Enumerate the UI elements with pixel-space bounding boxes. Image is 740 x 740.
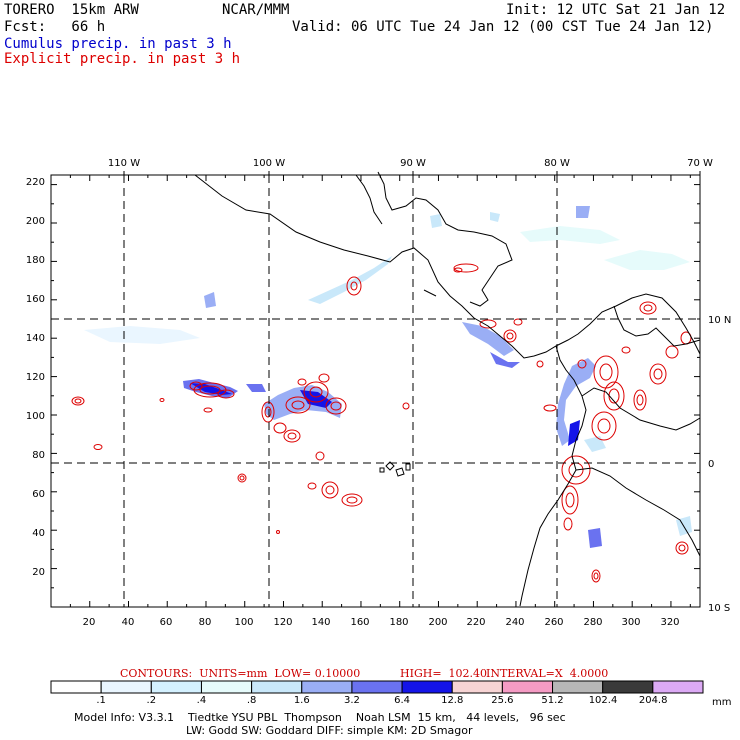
y-tick-label: 140 [26,333,45,344]
precip-color-legend [50,680,704,694]
coastlines [194,171,701,607]
contour-units-note: CONTOURS: UNITS=mm LOW= 0.10000 [120,667,361,680]
legend-swatch [351,680,403,694]
legend-swatch [652,680,704,694]
y-tick-label: 60 [32,489,45,500]
x-tick-label: 80 [199,617,212,628]
legend-label: 25.6 [491,695,514,706]
y-tick-label: 180 [26,255,45,266]
x-tick-label: 300 [621,617,640,628]
latitude-labels: 10 N 0 10 S [708,315,731,614]
x-tick-label: 240 [505,617,524,628]
legend-swatch [200,680,253,694]
legend-label: 6.4 [394,695,411,706]
field-label-explicit: Explicit precip. in past 3 h [4,51,241,67]
explicit-precip-contours [71,263,692,583]
y-tick-label: 40 [32,528,45,539]
model-info-line1: Model Info: V3.3.1 Tiedtke YSU PBL Thomp… [74,711,566,724]
legend-swatch [100,680,152,694]
x-tick-marks [69,175,691,607]
x-tick-label: 280 [583,617,602,628]
legend-label: .8 [246,695,257,706]
plot-frame [50,171,701,608]
model-title: TORERO 15km ARW [4,2,139,18]
legend-label: 204.8 [638,695,668,706]
model-info-line2: LW: Godd SW: Goddard DIFF: simple KM: 2D… [186,724,473,737]
legend-swatch [401,680,453,694]
x-tick-label: 260 [544,617,563,628]
x-tick-label: 120 [273,617,292,628]
legend-swatch [150,680,202,694]
lon-label: 90 W [400,158,426,169]
lat-lon-grid [51,175,700,607]
lat-label: 10 N [708,315,731,326]
x-tick-label: 200 [428,617,447,628]
x-tick-label: 220 [466,617,485,628]
y-tick-label: 20 [32,567,45,578]
legend-label: 102.4 [588,695,618,706]
legend-label: 51.2 [541,695,564,706]
legend-label: .4 [196,695,207,706]
legend-swatch [552,680,604,694]
legend-swatch [301,680,353,694]
init-time: Init: 12 UTC Sat 21 Jan 12 [506,2,726,18]
lat-label: 10 S [708,603,730,614]
lon-label: 100 W [253,158,285,169]
contour-high-note: HIGH= 102.40 [400,667,488,680]
legend-label: .1 [96,695,106,706]
x-tick-label: 60 [160,617,173,628]
valid-time: Valid: 06 UTC Tue 24 Jan 12 (00 CST Tue … [292,19,714,35]
lat-label: 0 [708,459,714,470]
x-tick-label: 100 [234,617,253,628]
x-tick-label: 180 [389,617,408,628]
y-tick-label: 220 [26,177,45,188]
legend-swatch [451,680,503,694]
y-tick-label: 120 [26,372,45,383]
lon-tick-marks [123,171,701,175]
y-tick-label: 160 [26,294,45,305]
legend-label: 3.2 [343,695,360,706]
legend-swatch [501,680,554,694]
x-tick-label: 40 [122,617,135,628]
forecast-hour: Fcst: 66 h [4,19,106,35]
x-tick-label: 160 [350,617,369,628]
longitude-labels: 110 W 100 W 90 W 80 W 70 W [108,158,713,169]
legend-unit: mm [712,697,732,708]
y-axis-labels: 220 200 180 160 140 120 100 80 60 40 20 [26,177,45,578]
x-tick-label: 320 [660,617,679,628]
contour-interval-note: INTERVAL=X 4.0000 [486,667,609,680]
lon-label: 80 W [544,158,570,169]
legend-swatch [602,680,654,694]
legend-swatch [50,680,102,694]
field-label-cumulus: Cumulus precip. in past 3 h [4,36,232,52]
x-tick-label: 20 [83,617,96,628]
y-tick-label: 100 [26,411,45,422]
lon-label: 110 W [108,158,140,169]
legend-label: .2 [146,695,157,706]
legend-label: 12.8 [441,695,464,706]
x-axis-labels: 20 40 60 80 100 120 140 160 180 200 220 … [83,617,680,628]
legend-label: 1.6 [293,695,310,706]
y-tick-marks [51,184,700,589]
legend-swatch [251,680,303,694]
x-tick-label: 140 [311,617,330,628]
y-tick-label: 80 [32,450,45,461]
org-label: NCAR/MMM [222,2,290,18]
y-tick-label: 200 [26,216,45,227]
lon-label: 70 W [687,158,713,169]
